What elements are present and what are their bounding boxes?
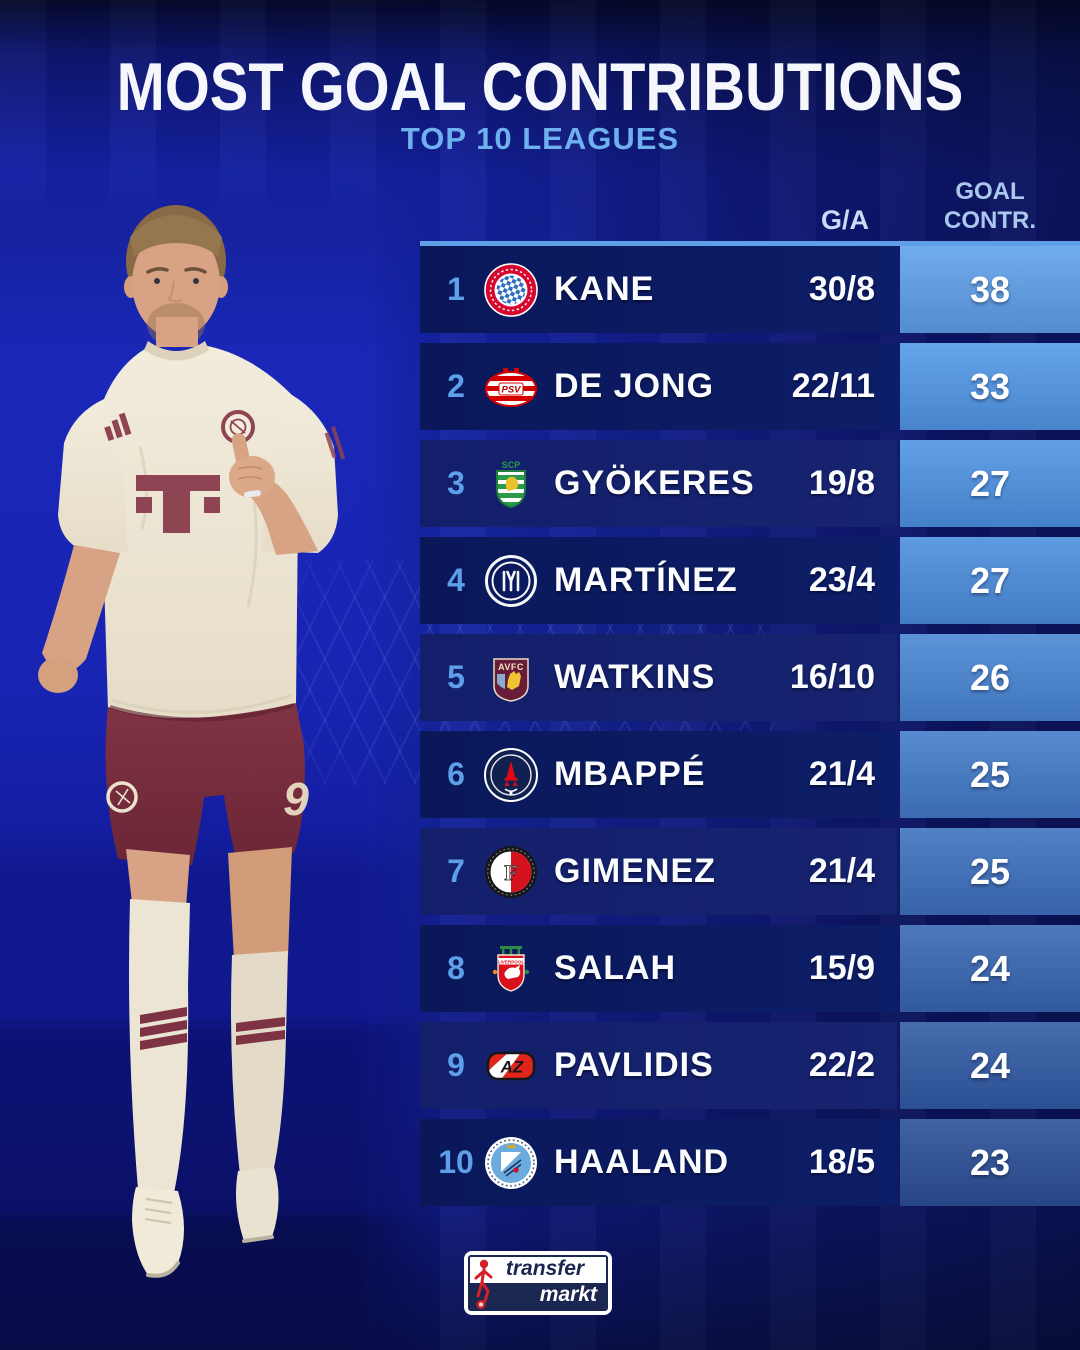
player-name: DE JONG bbox=[554, 367, 715, 405]
player-name: GYÖKERES bbox=[554, 464, 755, 502]
goals-assists-value: 30/8 bbox=[808, 270, 875, 308]
goal-contributions-cell: 26 bbox=[900, 634, 1080, 721]
goal-contributions-cell: 23 bbox=[900, 1119, 1080, 1206]
row-main: 1 KANE 30/8 bbox=[420, 246, 897, 333]
transfermarkt-player-icon bbox=[474, 1259, 493, 1309]
feyenoord-badge-icon: F bbox=[484, 845, 538, 899]
liverpool-badge-icon: LIVERPOOL bbox=[484, 942, 538, 996]
transfermarkt-logo: transfer markt bbox=[464, 1251, 612, 1315]
az-alkmaar-badge-icon: AZ bbox=[484, 1039, 538, 1093]
goals-assists-value: 21/4 bbox=[808, 852, 875, 890]
rank-label: 10 bbox=[438, 1144, 474, 1180]
goals-assists-value: 16/10 bbox=[789, 658, 875, 696]
goal-contributions-cell: 38 bbox=[900, 246, 1080, 333]
goals-assists-value: 23/4 bbox=[808, 561, 875, 599]
rank-label: 2 bbox=[447, 368, 465, 404]
player-name: HAALAND bbox=[554, 1143, 730, 1181]
player-name: SALAH bbox=[554, 949, 677, 987]
player-name: GIMENEZ bbox=[554, 852, 716, 890]
telekom-t-logo-icon bbox=[136, 475, 220, 533]
row-main: 5 AVFC WATKINS 16/10 bbox=[420, 634, 897, 721]
table-top-border bbox=[420, 241, 1080, 246]
table-row: 3 SCP GYÖKERES 19/8 27 bbox=[420, 440, 1080, 527]
svg-text:PSV: PSV bbox=[501, 384, 521, 395]
table-row: 7 F GIMENEZ 21/4 25 bbox=[420, 828, 1080, 915]
goal-contributions-cell: 24 bbox=[900, 925, 1080, 1012]
sock-stripes bbox=[140, 1007, 285, 1050]
player-name: MARTÍNEZ bbox=[554, 561, 738, 599]
row-main: 6 MBAPPÉ 21/4 bbox=[420, 731, 897, 818]
table-row: 10 HAALAND 18/5 23 bbox=[420, 1119, 1080, 1206]
rank-label: 5 bbox=[447, 659, 465, 695]
rank-label: 4 bbox=[447, 562, 465, 598]
row-main: 10 HAALAND 18/5 bbox=[420, 1119, 897, 1206]
sporting-cp-badge-icon: SCP bbox=[484, 457, 538, 511]
row-main: 3 SCP GYÖKERES 19/8 bbox=[420, 440, 897, 527]
aston-villa-badge-icon: AVFC bbox=[484, 651, 538, 705]
page-title: MOST GOAL CONTRIBUTIONS bbox=[116, 49, 964, 125]
svg-text:F: F bbox=[504, 860, 517, 885]
sleeve-print bbox=[324, 425, 346, 460]
player-shorts bbox=[105, 703, 305, 865]
player-name: PAVLIDIS bbox=[554, 1046, 714, 1084]
rank-label: 8 bbox=[447, 950, 465, 986]
ranking-table: 1 KANE 30/8 38 2 PSV bbox=[420, 246, 1080, 1206]
player-face bbox=[132, 228, 220, 338]
rank-label: 6 bbox=[447, 756, 465, 792]
transfermarkt-logo-line1: transfer bbox=[470, 1257, 606, 1283]
page-subtitle: TOP 10 LEAGUES bbox=[400, 121, 680, 156]
column-header-goal-contr: GOAL CONTR. bbox=[944, 178, 1036, 234]
table-row: 9 AZ PAVLIDIS 22/2 24 bbox=[420, 1022, 1080, 1109]
player-name: MBAPPÉ bbox=[554, 755, 706, 793]
svg-text:LIVERPOOL: LIVERPOOL bbox=[498, 959, 525, 964]
ring bbox=[244, 490, 261, 498]
rank-label: 1 bbox=[447, 271, 465, 307]
row-main: 2 PSV DE JONG 22/11 bbox=[420, 343, 897, 430]
svg-text:AZ: AZ bbox=[500, 1057, 524, 1076]
goals-assists-value: 22/2 bbox=[808, 1046, 875, 1084]
adidas-logo-icon bbox=[104, 412, 132, 442]
svg-text:SCP: SCP bbox=[502, 460, 521, 470]
goals-assists-value: 22/11 bbox=[791, 367, 875, 405]
table-row: 5 AVFC WATKINS 16/10 26 bbox=[420, 634, 1080, 721]
goals-assists-value: 19/8 bbox=[808, 464, 875, 502]
rank-label: 7 bbox=[447, 853, 465, 889]
goal-contributions-cell: 27 bbox=[900, 440, 1080, 527]
psg-badge-icon bbox=[484, 747, 538, 802]
table-row: 6 MBAPPÉ 21/4 25 bbox=[420, 731, 1080, 818]
player-name: WATKINS bbox=[554, 658, 716, 696]
row-main: 7 F GIMENEZ 21/4 bbox=[420, 828, 897, 915]
goals-assists-value: 18/5 bbox=[808, 1143, 875, 1181]
table-row: 4 MARTÍNEZ 23/4 27 bbox=[420, 537, 1080, 624]
psv-badge-icon: PSV bbox=[484, 360, 538, 414]
player-name: KANE bbox=[554, 270, 655, 308]
table-row: 1 KANE 30/8 38 bbox=[420, 246, 1080, 333]
goal-contributions-cell: 27 bbox=[900, 537, 1080, 624]
manchester-city-badge-icon bbox=[484, 1136, 538, 1190]
rank-label: 3 bbox=[447, 465, 465, 501]
rank-label: 9 bbox=[447, 1047, 465, 1083]
column-header-ga: G/A bbox=[820, 205, 869, 235]
row-main: 8 LIVERPOOL SALAH 15/9 bbox=[420, 925, 897, 1012]
row-main: 4 MARTÍNEZ 23/4 bbox=[420, 537, 897, 624]
row-main: 9 AZ PAVLIDIS 22/2 bbox=[420, 1022, 897, 1109]
inter-milan-badge-icon bbox=[484, 554, 538, 608]
player-image: 9 bbox=[38, 205, 346, 1278]
goal-contributions-cell: 25 bbox=[900, 731, 1080, 818]
goal-contributions-cell: 25 bbox=[900, 828, 1080, 915]
svg-text:AVFC: AVFC bbox=[498, 662, 524, 672]
table-row: 8 LIVERPOOL SALAH 15/9 24 bbox=[420, 925, 1080, 1012]
transfermarkt-logo-line2: markt bbox=[470, 1283, 606, 1309]
bayern-munich-badge-icon bbox=[484, 262, 538, 317]
player-sock-right bbox=[231, 951, 288, 1177]
goals-assists-value: 15/9 bbox=[808, 949, 875, 987]
goal-contributions-cell: 33 bbox=[900, 343, 1080, 430]
shorts-number: 9 bbox=[283, 773, 309, 825]
shorts-crest-icon bbox=[106, 781, 138, 813]
table-row: 2 PSV DE JONG 22/11 33 bbox=[420, 343, 1080, 430]
goal-contributions-cell: 24 bbox=[900, 1022, 1080, 1109]
goals-assists-value: 21/4 bbox=[808, 755, 875, 793]
